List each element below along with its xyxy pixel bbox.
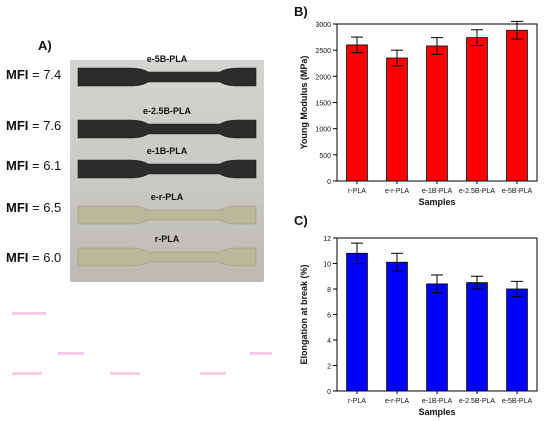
- specimen-label: e-5B-PLA: [146, 54, 188, 64]
- y-tick-label: 0: [327, 389, 331, 396]
- artifact-line: [110, 372, 140, 375]
- specimen-label: e-2.5B-PLA: [142, 106, 191, 116]
- mfi-number: = 6.5: [28, 200, 62, 215]
- specimen-r-PLA: r-PLA: [70, 234, 264, 268]
- artifact-line: [250, 352, 272, 355]
- y-tick-label: 2: [327, 364, 331, 371]
- specimen-e-5B-PLA: e-5B-PLA: [70, 54, 264, 88]
- mfi-label: MFI: [6, 158, 29, 173]
- mfi-number: = 7.4: [28, 67, 62, 82]
- y-tick-label: 10: [323, 262, 331, 269]
- bar-e-1B-PLA: [426, 283, 448, 392]
- mfi-value-e-1B-PLA: MFI = 6.1: [6, 158, 61, 173]
- specimen-label: e-1B-PLA: [146, 146, 188, 156]
- y-tick-label: 500: [319, 153, 331, 160]
- mfi-number: = 7.6: [28, 118, 62, 133]
- y-axis-label: Elongation at break (%): [299, 264, 309, 364]
- bar-e-r-PLA: [386, 57, 408, 182]
- y-tick-label: 2500: [315, 48, 331, 55]
- y-tick-label: 3000: [315, 22, 331, 29]
- x-tick-label: e-r-PLA: [385, 188, 409, 195]
- mfi-number: = 6.0: [28, 250, 62, 265]
- artifact-line: [12, 312, 46, 315]
- young-modulus-chart: B) 0 500 1000 1500 2000 2500 3000 r-PLA e-r-PLA e-…: [294, 4, 538, 207]
- y-tick-label: 8: [327, 287, 331, 294]
- panel-a-letter: A): [38, 38, 52, 53]
- x-tick-label: e-1B-PLA: [422, 188, 453, 195]
- specimen-label: e-r-PLA: [150, 192, 184, 202]
- mfi-label: MFI: [6, 250, 29, 265]
- specimen-body: [77, 159, 257, 179]
- bar-e-r-PLA: [386, 261, 408, 392]
- x-tick-label: e-5B-PLA: [502, 188, 533, 195]
- mfi-value-r-PLA: MFI = 6.0: [6, 250, 61, 265]
- specimen-label: r-PLA: [154, 234, 180, 244]
- mfi-number: = 6.1: [28, 158, 62, 173]
- bar-e-5B-PLA: [506, 288, 528, 392]
- y-tick-label: 1500: [315, 101, 331, 108]
- y-tick-label: 6: [327, 313, 331, 320]
- specimen-body: [77, 205, 257, 225]
- specimen-e-2.5B-PLA: e-2.5B-PLA: [70, 106, 264, 140]
- panel-letter: B): [294, 4, 308, 19]
- y-tick-label: 12: [323, 236, 331, 243]
- mfi-label: MFI: [6, 118, 29, 133]
- artifact-line: [200, 372, 226, 375]
- specimen-photo: e-5B-PLA e-2.5B-PLA e-1B-PLA e-r-PLA r-PLA: [70, 54, 264, 282]
- bar-r-PLA: [346, 44, 368, 182]
- artifact-line: [58, 352, 84, 355]
- x-tick-label: e-5B-PLA: [502, 398, 533, 405]
- mfi-label: MFI: [6, 200, 29, 215]
- x-axis-label: Samples: [418, 407, 455, 417]
- mfi-label: MFI: [6, 67, 29, 82]
- mfi-value-e-r-PLA: MFI = 6.5: [6, 200, 61, 215]
- y-tick-label: 0: [327, 179, 331, 186]
- bar-e-1B-PLA: [426, 45, 448, 182]
- x-tick-label: e-2.5B-PLA: [459, 398, 496, 405]
- bar-e-2.5B-PLA: [466, 282, 488, 392]
- y-tick-label: 4: [327, 338, 331, 345]
- x-tick-label: r-PLA: [348, 188, 366, 195]
- specimen-e-1B-PLA: e-1B-PLA: [70, 146, 264, 180]
- mfi-value-e-2.5B-PLA: MFI = 7.6: [6, 118, 61, 133]
- y-axis-label: Young Modulus (MPa): [299, 56, 309, 150]
- x-tick-label: r-PLA: [348, 398, 366, 405]
- elongation-chart: C) 0 2 4 6 8 10 12 r-PLA e-r-PLA e-1B-PLA e-2.5B-PL…: [294, 213, 538, 417]
- x-tick-label: e-1B-PLA: [422, 398, 453, 405]
- y-tick-label: 2000: [315, 74, 331, 81]
- bar-e-2.5B-PLA: [466, 37, 488, 182]
- artifact-line: [12, 372, 42, 375]
- bar-e-5B-PLA: [506, 29, 528, 182]
- bar-r-PLA: [346, 252, 368, 392]
- specimen-body: [77, 119, 257, 139]
- specimen-body: [77, 67, 257, 87]
- specimen-e-r-PLA: e-r-PLA: [70, 192, 264, 226]
- mfi-value-e-5B-PLA: MFI = 7.4: [6, 67, 61, 82]
- specimen-body: [77, 247, 257, 267]
- panel-letter: C): [294, 213, 308, 228]
- x-tick-label: e-r-PLA: [385, 398, 409, 405]
- y-tick-label: 1000: [315, 127, 331, 134]
- x-tick-label: e-2.5B-PLA: [459, 188, 496, 195]
- x-axis-label: Samples: [418, 197, 455, 207]
